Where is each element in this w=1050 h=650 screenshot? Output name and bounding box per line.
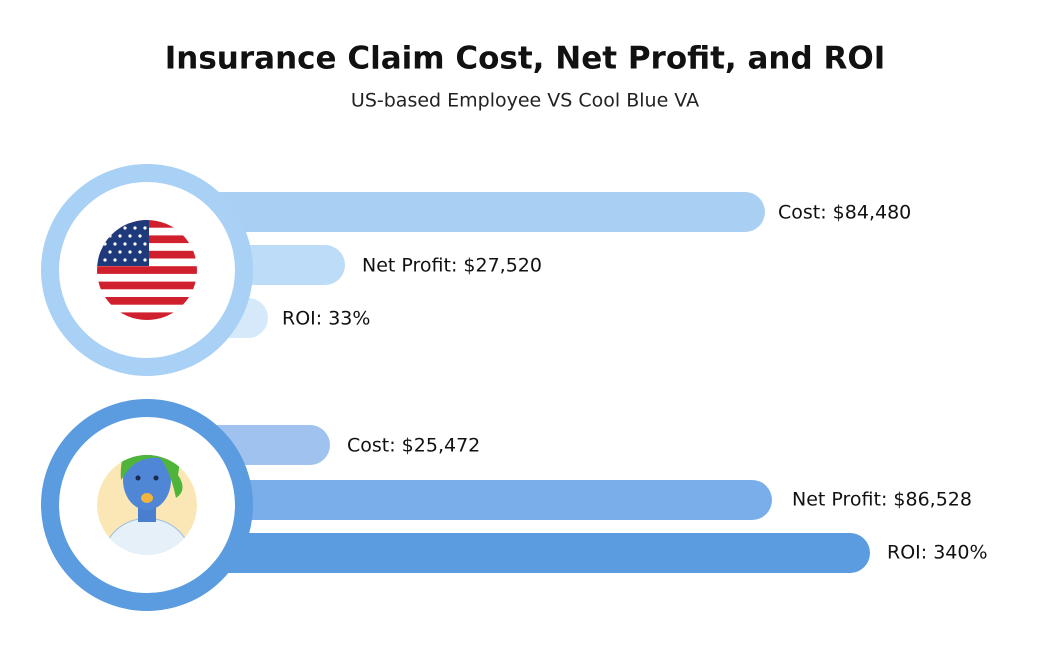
bar-label: ROI: 340%: [887, 542, 988, 564]
bar: [150, 192, 765, 232]
bar-label: Cost: $25,472: [347, 435, 480, 457]
title: Insurance Claim Cost, Net Profit, and RO…: [165, 41, 885, 77]
bar-label: Cost: $84,480: [778, 202, 911, 224]
bar: [150, 533, 870, 573]
bar-label: Net Profit: $27,520: [362, 255, 542, 277]
bar-label: Net Profit: $86,528: [792, 489, 972, 511]
subtitle: US-based Employee VS Cool Blue VA: [351, 90, 699, 112]
bar: [150, 480, 772, 520]
va-avatar: [97, 455, 197, 555]
us-flag: [97, 220, 197, 320]
bar-label: ROI: 33%: [282, 308, 370, 330]
